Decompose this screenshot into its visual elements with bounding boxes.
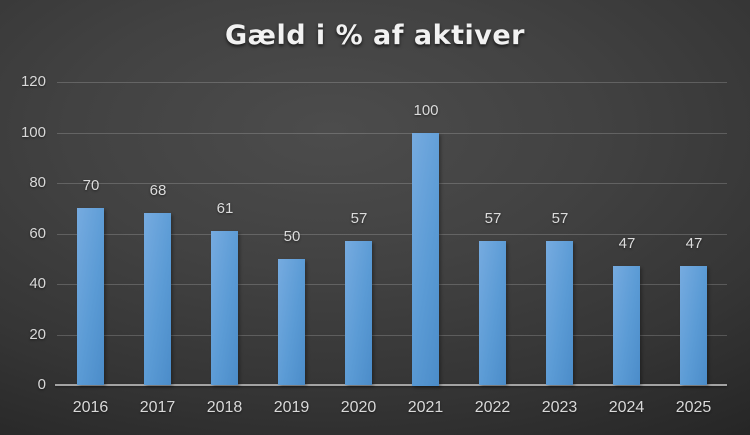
y-axis-tick-label: 100 [20, 124, 46, 141]
bar-value-label: 50 [283, 228, 301, 245]
y-axis-tick-label: 60 [29, 225, 46, 242]
bar-2022 [479, 241, 506, 385]
gridline [57, 335, 727, 336]
gridline [57, 133, 727, 134]
x-axis-tick-label: 2018 [206, 399, 243, 416]
bar-value-label: 57 [350, 210, 368, 227]
chart-title: Gæld i % af aktiver [225, 20, 525, 51]
bar-2018 [211, 231, 238, 385]
bar-value-label: 47 [618, 235, 636, 252]
x-axis-tick-label: 2021 [407, 399, 444, 416]
bar-value-label: 57 [551, 210, 569, 227]
y-axis-tick-label: 80 [29, 174, 46, 191]
x-axis-tick-label: 2024 [608, 399, 645, 416]
x-axis-tick-label: 2019 [273, 399, 310, 416]
bar-2020 [345, 241, 372, 385]
bar-2024 [613, 266, 640, 385]
bar-value-label: 61 [216, 200, 234, 217]
gridline [57, 183, 727, 184]
x-axis-tick-label: 2023 [541, 399, 578, 416]
bar-value-label: 68 [149, 182, 167, 199]
bar-value-label: 57 [484, 210, 502, 227]
bar-value-label: 47 [685, 235, 703, 252]
gridline [57, 284, 727, 285]
bar-2025 [680, 266, 707, 385]
x-axis-tick-label: 2025 [675, 399, 712, 416]
gridline [57, 234, 727, 235]
x-axis-tick-label: 2016 [72, 399, 109, 416]
y-axis-tick-label: 0 [37, 376, 46, 393]
y-axis-tick-label: 120 [20, 73, 46, 90]
x-axis-line [55, 384, 727, 386]
x-axis-tick-label: 2017 [139, 399, 176, 416]
bar-2019 [278, 259, 305, 385]
bar-2021 [412, 133, 439, 386]
y-axis-tick-label: 20 [29, 326, 46, 343]
bar-2023 [546, 241, 573, 385]
gridline [57, 82, 727, 83]
bar-value-label: 100 [413, 102, 439, 119]
x-axis-tick-label: 2020 [340, 399, 377, 416]
y-axis-tick-label: 40 [29, 275, 46, 292]
bar-2016 [77, 208, 104, 385]
bar-2017 [144, 213, 171, 385]
bar-value-label: 70 [82, 177, 100, 194]
x-axis-tick-label: 2022 [474, 399, 511, 416]
